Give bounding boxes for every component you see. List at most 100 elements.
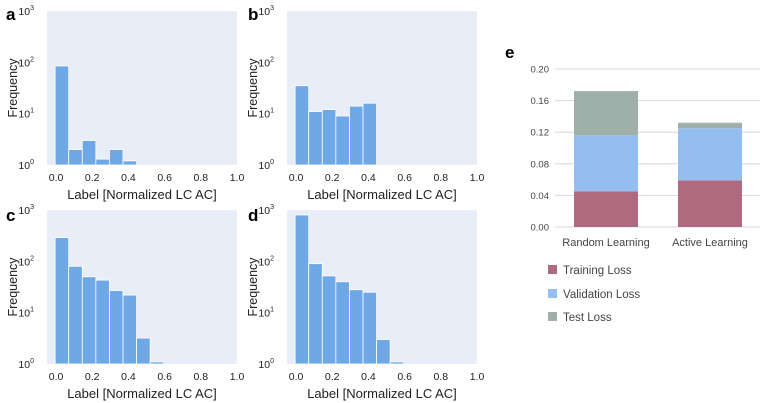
x-tick-label: 0.0	[49, 172, 64, 184]
panel-letter: a	[6, 5, 16, 24]
histogram-bar	[122, 160, 137, 166]
x-tick-label: 1.0	[470, 172, 485, 184]
histogram-bar	[109, 149, 124, 166]
y-tick-label: 103	[258, 5, 274, 18]
histogram-bar	[95, 279, 110, 365]
histogram-bar	[95, 158, 110, 166]
y-tick-base: 10	[18, 256, 30, 268]
panel-letter: b	[248, 5, 258, 24]
y-axis-label: Frequency	[6, 257, 20, 317]
histogram-bar	[54, 237, 70, 365]
panel-letter: c	[6, 206, 15, 225]
stacked-bar-segment	[574, 191, 638, 227]
y-tick-exponent: 1	[30, 307, 34, 314]
y-tick-exponent: 3	[270, 5, 274, 12]
histogram-bar	[294, 85, 310, 166]
histogram-bar	[149, 361, 165, 365]
y-tick-exponent: 2	[270, 255, 274, 262]
histogram-bar	[362, 102, 377, 166]
x-axis-label: Label [Normalized LC AC]	[67, 187, 217, 202]
histogram-bar	[321, 275, 337, 365]
y-tick-label: 0.00	[531, 223, 550, 234]
histogram-bar	[335, 281, 350, 365]
y-tick-base: 10	[258, 6, 270, 18]
y-tick-base: 10	[18, 205, 30, 217]
y-tick-label: 100	[18, 159, 34, 172]
y-tick-exponent: 3	[30, 5, 34, 12]
y-tick-exponent: 0	[30, 358, 34, 365]
x-tick-label: 0.4	[361, 371, 376, 383]
y-tick-label: 100	[258, 358, 274, 371]
y-tick-label: 102	[258, 56, 274, 69]
panel-letter: e	[505, 43, 514, 62]
histogram-bar	[68, 265, 83, 365]
y-tick-base: 10	[18, 57, 30, 69]
y-tick-base: 10	[18, 160, 30, 172]
y-tick-label: 102	[18, 255, 34, 268]
x-axis-label: Label [Normalized LC AC]	[307, 187, 457, 202]
y-tick-exponent: 0	[270, 358, 274, 365]
y-tick-label: 101	[258, 108, 274, 121]
legend-swatch	[548, 312, 557, 321]
x-tick-label: 0.2	[325, 172, 340, 184]
y-tick-label: 101	[258, 307, 274, 320]
y-tick-label: 103	[18, 5, 34, 18]
legend-swatch	[548, 289, 557, 298]
y-tick-exponent: 2	[30, 56, 34, 63]
y-tick-exponent: 3	[30, 204, 34, 211]
stacked-bar-segment	[574, 91, 638, 136]
y-tick-exponent: 1	[270, 108, 274, 115]
histogram-bar	[136, 337, 151, 365]
y-tick-base: 10	[258, 109, 270, 121]
histogram-bar	[122, 294, 137, 365]
histogram-bar	[109, 290, 124, 365]
x-tick-label: 0.8	[194, 371, 209, 383]
y-tick-base: 10	[18, 109, 30, 121]
y-tick-label: 0.08	[531, 159, 550, 170]
y-tick-label: 101	[18, 108, 34, 121]
x-tick-label: 1.0	[230, 172, 245, 184]
y-tick-exponent: 1	[30, 108, 34, 115]
y-tick-label: 102	[258, 255, 274, 268]
x-tick-label: 0.4	[361, 172, 376, 184]
y-tick-label: 100	[258, 159, 274, 172]
y-tick-exponent: 2	[30, 255, 34, 262]
y-tick-exponent: 0	[270, 159, 274, 166]
histogram-bar	[68, 149, 83, 166]
x-tick-label: 0.0	[289, 172, 304, 184]
x-tick-label: 0.8	[194, 172, 209, 184]
category-label: Random Learning	[562, 237, 649, 249]
y-tick-label: 0.12	[531, 128, 550, 139]
x-tick-label: 0.2	[325, 371, 340, 383]
x-axis-label: Label [Normalized LC AC]	[67, 386, 217, 401]
y-tick-base: 10	[258, 256, 270, 268]
stacked-bar-panel-e: e 0.00 0.04 0.08 0.12 0.16 0.20 Random Learning…	[505, 43, 760, 324]
histogram-bar	[362, 291, 377, 365]
y-tick-exponent: 0	[30, 159, 34, 166]
x-tick-label: 0.2	[85, 172, 100, 184]
y-tick-exponent: 3	[270, 204, 274, 211]
y-tick-label: 101	[18, 307, 34, 320]
plot-background	[47, 11, 237, 165]
y-tick-label: 102	[18, 56, 34, 69]
histogram-bar	[389, 361, 405, 365]
stacked-bar-segment	[678, 122, 742, 129]
y-tick-label: 0.20	[531, 65, 550, 76]
histogram-bar	[308, 263, 323, 365]
y-tick-label: 0.04	[531, 191, 550, 202]
y-tick-exponent: 1	[270, 307, 274, 314]
y-tick-label: 103	[258, 204, 274, 217]
legend-label: Validation Loss	[563, 289, 640, 301]
x-tick-label: 0.6	[157, 371, 172, 383]
stacked-bar-segment	[574, 135, 638, 192]
legend-swatch	[548, 265, 557, 274]
y-tick-base: 10	[258, 160, 270, 172]
y-axis-label: Frequency	[246, 257, 260, 317]
histogram-bar	[335, 115, 350, 166]
y-tick-base: 10	[258, 205, 270, 217]
histogram-bar	[321, 109, 337, 166]
x-tick-label: 1.0	[230, 371, 245, 383]
y-tick-base: 10	[18, 359, 30, 371]
